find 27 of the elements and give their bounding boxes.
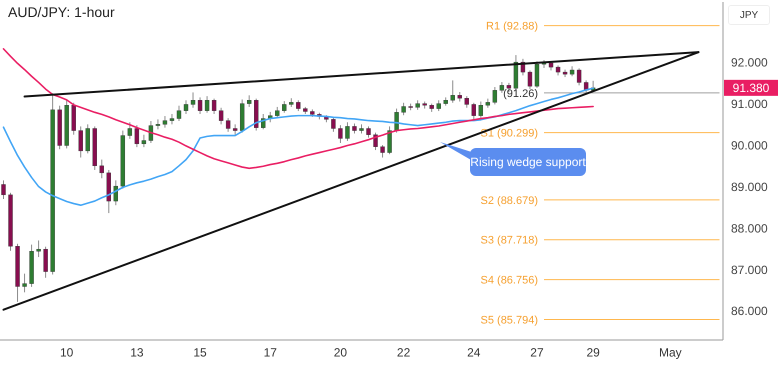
y-tick-label: 87.000 — [731, 262, 768, 277]
ref-line-label: S4 (86.756) — [480, 274, 538, 287]
x-tick-label: 17 — [264, 346, 278, 360]
text: 91.380 — [732, 80, 770, 95]
y-tick-label: 92.000 — [731, 55, 768, 70]
x-tick-label: 27 — [530, 346, 544, 360]
chart-title: AUD/JPY: 1-hour — [8, 4, 115, 20]
y-tick-label: 86.000 — [731, 304, 768, 318]
ref-line-label: S5 (85.794) — [480, 314, 538, 327]
x-tick-label: 10 — [60, 346, 74, 360]
x-tick-label: 24 — [467, 346, 481, 360]
y-tick-label: 89.000 — [731, 180, 768, 194]
x-tick-label: 22 — [396, 346, 411, 360]
x-tick-label: 20 — [334, 346, 348, 360]
y-tick-label: 88.000 — [731, 221, 768, 236]
y-tick-label: 91.000 — [731, 96, 768, 111]
y-axis-title: JPY — [728, 5, 770, 25]
ref-line-label: S3 (87.718) — [480, 234, 538, 247]
annotation: Rising wedge support — [470, 148, 586, 176]
ref-line-label: R1 (92.88) — [486, 20, 538, 33]
x-tick-label: 29 — [586, 346, 600, 360]
x-tick-label: 13 — [130, 346, 144, 360]
x-tick-label: 15 — [193, 346, 208, 360]
ref-line-label: (91.26) — [503, 88, 538, 100]
ref-line-label: S2 (88.679) — [480, 194, 538, 207]
x-tick-label: May — [659, 346, 682, 360]
y-tick-label: 90.000 — [731, 138, 768, 152]
